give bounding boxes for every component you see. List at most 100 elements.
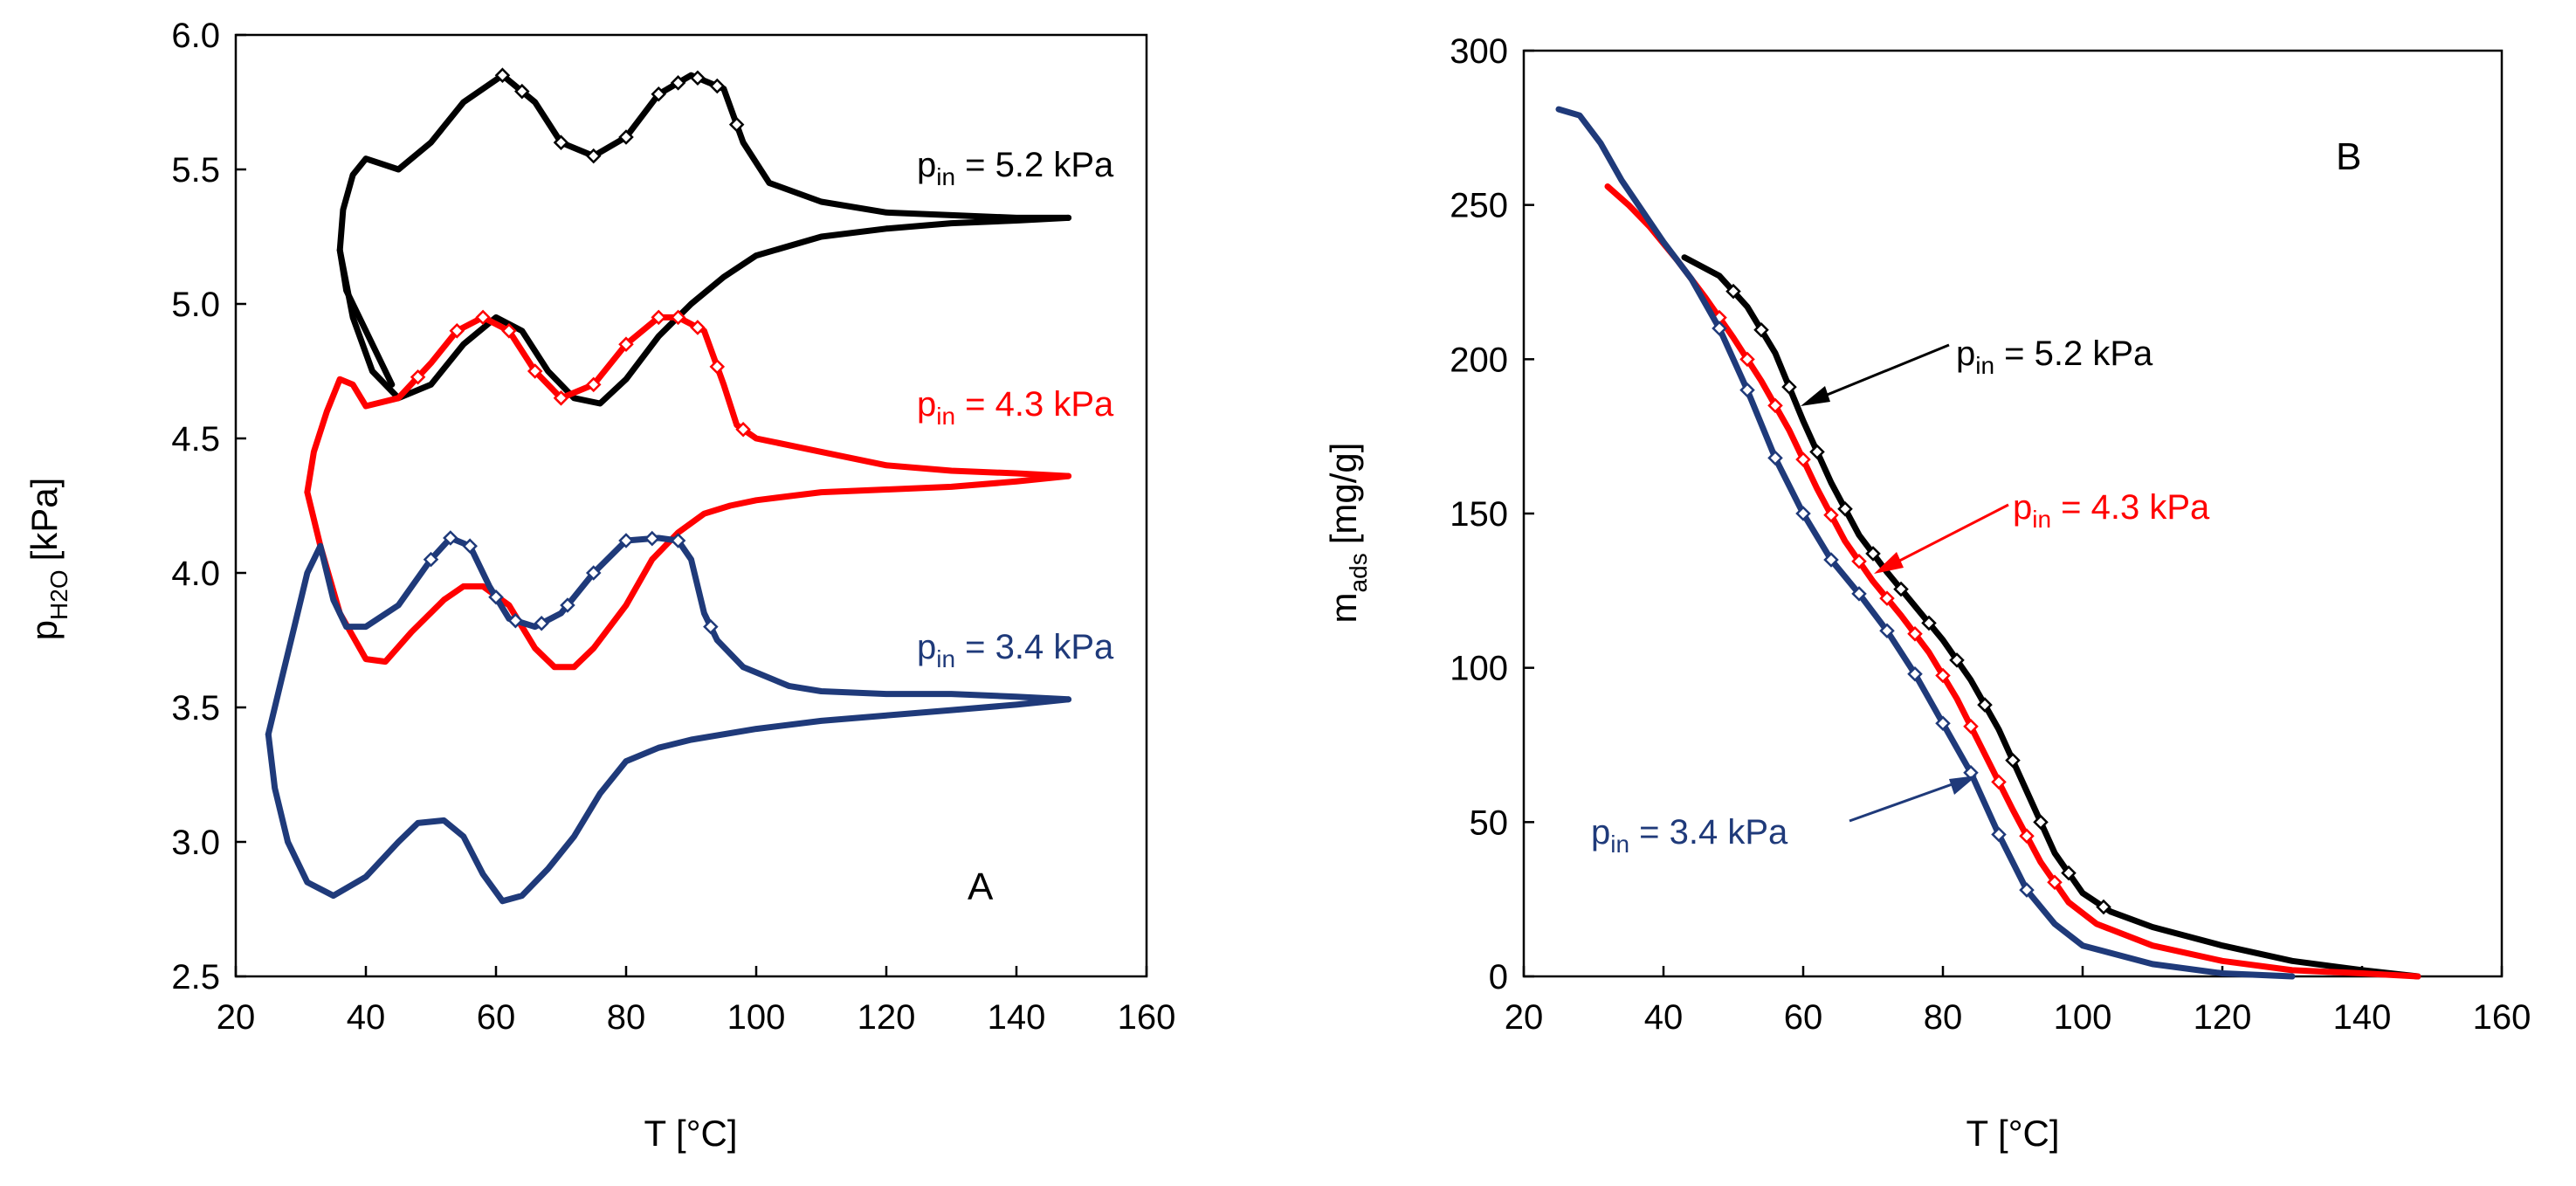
panel-b-x-tick-label-0: 20: [1505, 998, 1544, 1037]
panel-b-series-1-marker-5: [1851, 553, 1867, 569]
panel-b-series-0-marker-4: [1837, 500, 1853, 517]
panel-a-series-0-marker-7: [690, 70, 706, 86]
panel-b-series-1-marker-9: [1963, 719, 1979, 734]
panel-b-y-axis-title: mads [mg/g]: [1323, 443, 1372, 624]
panel-a-series-label-52: pin = 5.2 kPa: [917, 146, 1114, 190]
panel-a-series-1-marker-2: [475, 309, 491, 326]
panel-a-series-0-lower-line: [336, 214, 1072, 407]
panel-b-y-tick-label-1: 50: [1470, 803, 1509, 842]
panel-a-series-label-43-rest: = 4.3 kPa: [955, 385, 1114, 424]
panel-a-x-tick-label-0: 20: [217, 998, 256, 1037]
panel-a-series-2-marker-8: [618, 533, 634, 548]
panel-b-series-label-43-rest: = 4.3 kPa: [2051, 488, 2210, 527]
panel-a-series-1-marker-3: [501, 323, 517, 339]
panel-a-series-2-marker-11: [703, 618, 719, 635]
panel-a-series-0-marker-2: [553, 134, 569, 150]
panel-b-x-axis-title: T [°C]: [1966, 1113, 2059, 1154]
panel-b-series-label-43-base: p: [2013, 488, 2032, 527]
panel-a-y-axis-title-sub: H2O: [45, 569, 72, 620]
panel-a-x-tick-label-3: 80: [607, 998, 646, 1037]
panel-b-series-0-marker-11: [2033, 814, 2049, 831]
panel-b-series-1-marker-2: [1767, 397, 1783, 414]
panel-b-x-tick-label-5: 120: [2194, 998, 2252, 1037]
panel-a-series-0-marker-8: [709, 78, 726, 94]
panel-a-series-1-marker-1: [449, 323, 465, 339]
panel-a-y-axis-title-base: p: [24, 620, 65, 640]
panel-a-series-0-marker-4: [618, 129, 634, 145]
panel-a-series-1-marker-5: [553, 390, 569, 406]
panel-a-series-label-43-base: p: [917, 385, 936, 424]
panel-a-series-2-marker-6: [560, 597, 575, 613]
panel-a-series-label-34-base: p: [917, 628, 936, 666]
panel-a-y-axis-title: pH2O [kPa]: [24, 478, 72, 641]
panel-a-series-1-marker-11: [709, 359, 726, 375]
panel-a-y-tick-label-3: 4.0: [171, 555, 220, 593]
panel-b-x-tick-label-4: 100: [2054, 998, 2112, 1037]
panel-b-series-0-marker-5: [1865, 546, 1881, 562]
panel-b-x-tick-label-2: 60: [1784, 998, 1823, 1037]
panel-b-x-tick-label-6: 140: [2333, 998, 2392, 1037]
panel-a-x-tick-label-7: 160: [1118, 998, 1176, 1037]
panel-b-series-2-marker-8: [1935, 715, 1951, 732]
panel-a-y-tick-label-7: 6.0: [171, 17, 220, 55]
panel-a-y-tick-label-1: 3.0: [171, 824, 220, 862]
panel-a-series-label-34-rest: = 3.4 kPa: [955, 628, 1114, 666]
panel-a: 20 40 60 80 100 120 140 160 2.5 3.0 3.5 4.0 4.5 5.0 5.…: [24, 17, 1175, 1154]
panel-a-series-1-marker-4: [527, 363, 543, 379]
panel-b-x-tick-label-3: 80: [1924, 998, 1963, 1037]
panel-a-series-2-marker-9: [644, 530, 660, 547]
panel-a-series-2-marker-5: [534, 615, 549, 631]
panel-a-y-tick-label-5: 5.0: [171, 286, 220, 324]
panel-b-series-2-marker-2: [1767, 450, 1783, 466]
panel-a-series-0-marker-6: [670, 75, 686, 91]
panel-a-series-label-43-sub: in: [936, 403, 955, 430]
panel-b-series-2-marker-10: [1991, 826, 2007, 843]
panel-b-series-1-marker-3: [1795, 452, 1811, 467]
panel-a-series-label-34: pin = 3.4 kPa: [917, 628, 1114, 672]
panel-a-series-1-lower-line: [304, 472, 1072, 671]
panel-a-series-2-marker-1: [443, 530, 458, 546]
panel-b-arrow-43: [1874, 503, 2009, 574]
panel-a-series-2-marker-7: [585, 565, 602, 581]
panel-b-series-2-marker-0: [1712, 321, 1727, 336]
panel-b-y-axis-title-base: m: [1323, 592, 1364, 623]
panel-a-y-tick-label-0: 2.5: [171, 958, 220, 996]
panel-b-series-0-marker-9: [1977, 697, 1993, 713]
panel-b-letter: B: [2336, 135, 2361, 178]
panel-a-y-tick-label-2: 3.5: [171, 689, 220, 727]
panel-b-series-1-marker-7: [1907, 626, 1923, 642]
panel-b-series-0-marker-1: [1753, 321, 1769, 338]
panel-b-series-label-52: pin = 5.2 kPa: [1956, 334, 2153, 379]
panel-b-series-1-marker-8: [1935, 667, 1951, 684]
panel-b-x-tick-label-7: 160: [2473, 998, 2531, 1037]
panel-b-series-1-marker-10: [1991, 774, 2007, 790]
panel-b-series-1-marker-4: [1823, 507, 1839, 523]
panel-b-series-1-marker-11: [2019, 828, 2035, 845]
panel-b-series-0-marker-8: [1949, 652, 1965, 668]
panel-b-series-label-34-rest: = 3.4 kPa: [1629, 813, 1788, 852]
panel-b-arrow-52: [1801, 343, 1950, 406]
panel-b-y-tick-label-3: 150: [1450, 495, 1508, 534]
panel-b-series-2-marker-7: [1907, 665, 1923, 682]
panel-a-series-2-marker-3: [488, 589, 504, 605]
panel-b-series-label-43: pin = 4.3 kPa: [2013, 488, 2210, 533]
panel-a-series: [265, 67, 1072, 905]
panel-a-series-2-upper-line: [265, 534, 1072, 738]
panel-b-series-2-marker-1: [1739, 382, 1755, 398]
panel-b-series-2-marker-5: [1851, 586, 1867, 602]
panel-b-series-label-34: pin = 3.4 kPa: [1591, 813, 1788, 858]
panel-a-series-1-marker-0: [410, 369, 426, 385]
panel-a-series-0-marker-3: [585, 148, 602, 164]
panel-b-series-2-marker-6: [1879, 623, 1895, 639]
panel-a-frame: [234, 33, 1148, 978]
panel-b-series-2-curve-line: [1555, 106, 2296, 980]
panel-b-series-0-marker-2: [1781, 379, 1797, 395]
panel-b-series-0-marker-6: [1893, 581, 1909, 597]
panel-a-series-label-34-sub: in: [936, 645, 955, 672]
panel-b-series-label-52-rest: = 5.2 kPa: [1994, 334, 2153, 373]
panel-a-series-2-marker-10: [670, 533, 686, 548]
panel-b-y-tick-label-5: 250: [1450, 187, 1508, 225]
panel-a-letter: A: [968, 865, 994, 908]
panel-b-series: [1555, 106, 2421, 980]
panel-b-series-label-52-sub: in: [1975, 352, 1994, 379]
